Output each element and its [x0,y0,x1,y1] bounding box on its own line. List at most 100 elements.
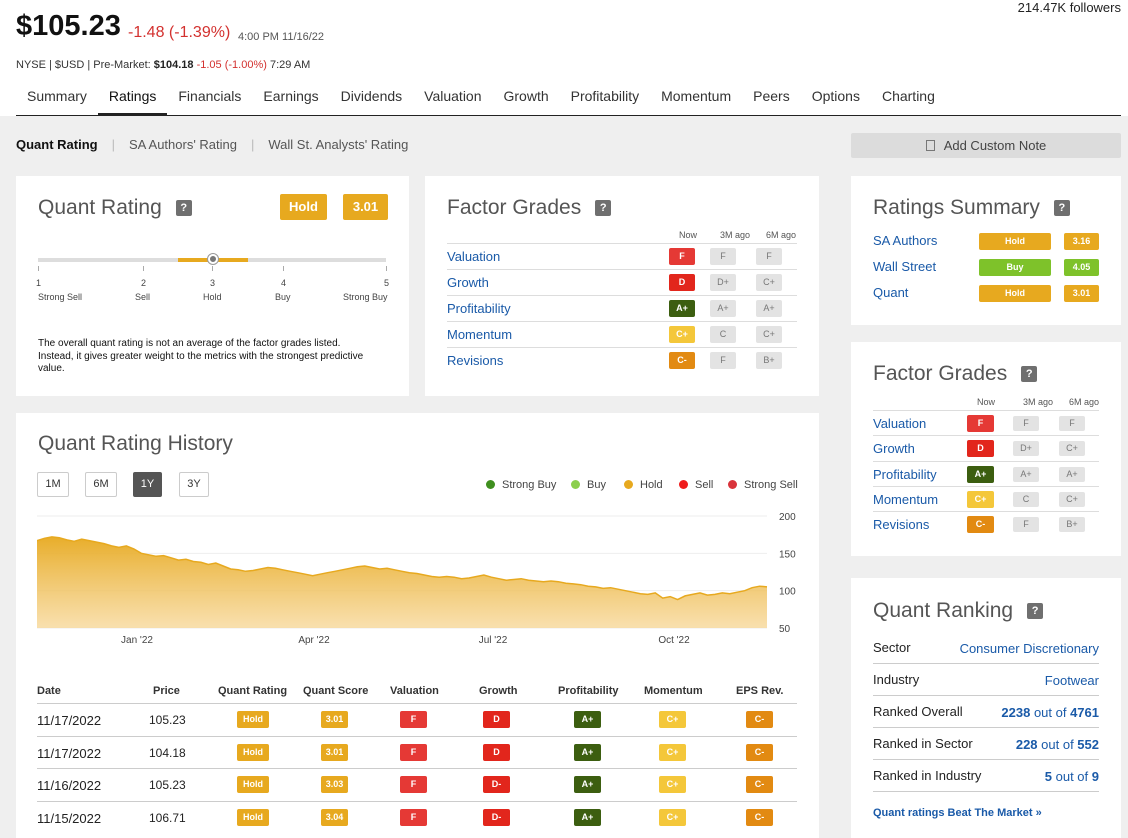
table-header[interactable]: Quant Rating [218,685,288,697]
summary-name[interactable]: Quant [873,285,909,300]
subtab-separator: | [111,137,115,152]
table-header[interactable]: Growth [479,685,518,697]
table-header[interactable]: Date [37,685,61,697]
factor-name[interactable]: Revisions [873,517,930,533]
factor-name[interactable]: Revisions [447,353,504,368]
ranking-value[interactable]: Footwear [1045,673,1099,688]
tab-ratings[interactable]: Ratings [97,78,168,116]
ranking-position: 5 [1044,769,1053,784]
factor-name[interactable]: Momentum [873,491,939,507]
quant-beat-market-link[interactable]: Quant ratings Beat The Market » [873,807,1042,819]
grade-now-badge: C+ [967,490,994,508]
tab-growth[interactable]: Growth [503,88,549,104]
table-header[interactable]: Profitability [558,685,619,697]
ranking-total: 552 [1077,737,1099,752]
tab-earnings[interactable]: Earnings [263,88,319,104]
tab-valuation[interactable]: Valuation [424,88,482,104]
ranking-value-text: Footwear [1044,673,1099,688]
scale-label: Strong Sell [38,292,83,302]
ranking-label: Ranked in Industry [873,768,982,783]
subtab-quant-rating[interactable]: Quant Rating [16,137,98,152]
row-date: 11/15/2022 [37,810,102,826]
ranking-out-of: out of [1037,737,1078,752]
legend-dot-icon [486,480,495,489]
scale-tick [212,266,213,271]
ranking-value[interactable]: 228 out of 552 [1016,737,1099,752]
tab-charting[interactable]: Charting [881,88,935,104]
grade-now-badge: C+ [669,326,695,343]
followers-count[interactable]: 214.47K followers [1017,0,1121,15]
ranking-row: Industry Footwear [873,664,1099,696]
range-button-6m[interactable]: 6M [85,472,117,497]
scale-number: 4 [281,278,287,288]
factor-name[interactable]: Profitability [873,466,937,482]
legend-item[interactable]: Strong Buy [486,479,556,491]
summary-name[interactable]: Wall Street [873,259,937,274]
tab-momentum[interactable]: Momentum [661,88,732,104]
scale-tick [386,266,387,271]
factor-name[interactable]: Valuation [447,249,501,264]
ranking-position: 228 [1015,737,1038,752]
quant-rating-title-text: Quant Rating [38,196,162,219]
legend-dot-icon [571,480,580,489]
factor-name[interactable]: Momentum [447,327,513,342]
factor-row-growth: Growth D D+ C+ [873,435,1099,460]
ranking-value[interactable]: Consumer Discretionary [960,641,1099,656]
grade-3m-badge: C [710,326,736,343]
summary-name[interactable]: SA Authors [873,233,938,248]
table-header[interactable]: Momentum [644,685,703,697]
legend-label: Strong Buy [502,479,557,491]
tab-dividends[interactable]: Dividends [340,88,403,104]
price-change: -1.48 (-1.39%) [128,24,231,41]
factor-name[interactable]: Profitability [447,301,511,316]
quant-rating-note: The overall quant rating is not an avera… [38,338,364,374]
legend-item[interactable]: Hold [624,479,663,491]
y-tick-label: 100 [779,587,796,598]
table-row: 11/17/2022 105.23 Hold 3.01 F D A+ C+ C- [37,703,797,735]
factor-row-profitability: Profitability A+ A+ A+ [873,460,1099,486]
premarket-change: -1.05 (-1.00%) [196,59,267,71]
tab-options[interactable]: Options [811,88,860,104]
table-header[interactable]: Valuation [390,685,439,697]
legend-dot-icon [679,480,688,489]
table-header[interactable]: Quant Score [303,685,369,697]
range-button-3y[interactable]: 3Y [179,472,209,497]
ranking-value[interactable]: 5 out of 9 [1045,769,1099,784]
factor-name[interactable]: Valuation [873,416,927,431]
legend-item[interactable]: Buy [571,479,606,491]
row-price: 105.23 [149,778,186,792]
table-header[interactable]: EPS Rev. [736,685,784,697]
range-button-1y[interactable]: 1Y [133,472,162,497]
grade-3m-badge: A+ [710,300,736,317]
ranking-value[interactable]: 2238 out of 4761 [1001,705,1099,720]
grade-6m-badge: F [1059,416,1085,431]
table-header[interactable]: Price [153,685,180,697]
help-icon[interactable]: ? [1053,200,1070,217]
row-score-badge: 3.04 [321,808,348,826]
scale-number: 2 [141,278,147,288]
legend-item[interactable]: Strong Sell [728,479,798,491]
factor-name[interactable]: Growth [447,275,489,290]
ranking-total: 4761 [1070,705,1099,720]
range-button-1m[interactable]: 1M [37,472,69,497]
factor-name[interactable]: Growth [873,441,915,457]
factor-row-momentum: Momentum C+ C C+ [873,485,1099,511]
row-score-badge: 3.03 [321,776,348,793]
row-profitability-badge: A+ [574,743,601,761]
tab-summary[interactable]: Summary [27,88,87,104]
help-icon[interactable]: ? [595,200,612,217]
add-custom-note-button[interactable]: Add Custom Note [851,133,1121,158]
help-icon[interactable]: ? [1027,603,1044,620]
tab-financials[interactable]: Financials [178,88,242,104]
help-icon[interactable]: ? [1021,366,1038,383]
row-valuation-badge: F [400,711,427,728]
factor-grades-side-title: Factor Grades? [873,362,1038,386]
table-row: 11/15/2022 106.71 Hold 3.04 F D- A+ C+ C- [37,800,797,833]
factor-grades-title-text: Factor Grades [447,196,582,219]
subtab-sa-authors-rating[interactable]: SA Authors' Rating [129,137,237,152]
tab-peers[interactable]: Peers [753,88,790,104]
subtab-wall-st-rating[interactable]: Wall St. Analysts' Rating [268,137,409,152]
tab-profitability[interactable]: Profitability [570,88,640,104]
help-icon[interactable]: ? [175,200,192,217]
legend-item[interactable]: Sell [679,479,713,491]
